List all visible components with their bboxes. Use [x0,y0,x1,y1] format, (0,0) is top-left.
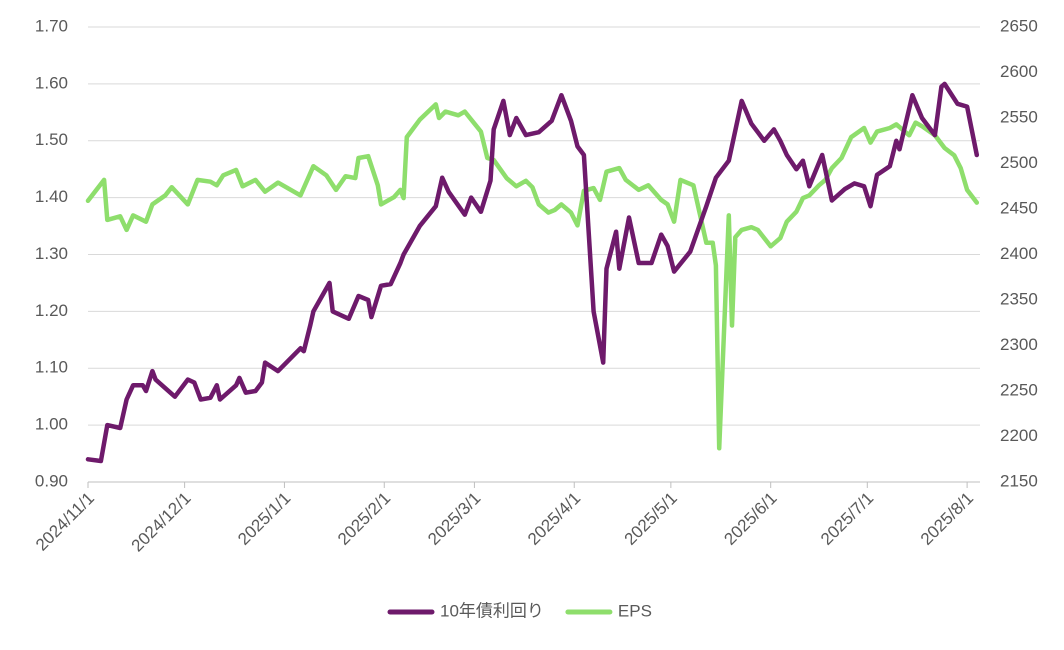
y2-tick-label: 2300 [1000,335,1038,354]
x-tick-label: 2025/5/1 [621,489,681,549]
legend-label: EPS [618,601,652,620]
x-tick-label: 2025/6/1 [720,489,780,549]
y2-tick-label: 2200 [1000,426,1038,445]
y-tick-label: 1.40 [35,187,68,206]
y-tick-label: 1.00 [35,415,68,434]
x-tick-label: 2025/2/1 [334,489,394,549]
y2-tick-label: 2400 [1000,244,1038,263]
x-tick-label: 2025/7/1 [817,489,877,549]
series-line [85,81,980,464]
y2-tick-label: 2250 [1000,380,1038,399]
x-tick-label: 2024/11/1 [32,489,98,555]
y-tick-label: 1.30 [35,244,68,263]
x-tick-label: 2025/4/1 [524,489,584,549]
x-tick-label: 2025/8/1 [917,489,977,549]
x-tick-label: 2025/3/1 [424,489,484,549]
y2-tick-label: 2650 [1000,16,1038,35]
y2-tick-label: 2500 [1000,153,1038,172]
y-tick-label: 1.60 [35,73,68,92]
y2-tick-label: 2450 [1000,198,1038,217]
y-tick-label: 1.50 [35,130,68,149]
y-tick-label: 1.10 [35,358,68,377]
x-tick-label: 2024/12/1 [128,489,195,556]
y2-tick-label: 2350 [1000,289,1038,308]
x-tick-label: 2025/1/1 [234,489,294,549]
y-tick-label: 1.20 [35,301,68,320]
legend-label: 10年債利回り [440,601,544,620]
y2-tick-label: 2550 [1000,107,1038,126]
y-tick-label: 0.90 [35,471,68,490]
y-tick-label: 1.70 [35,16,68,35]
y2-tick-label: 2600 [1000,62,1038,81]
y2-tick-label: 2150 [1000,471,1038,490]
